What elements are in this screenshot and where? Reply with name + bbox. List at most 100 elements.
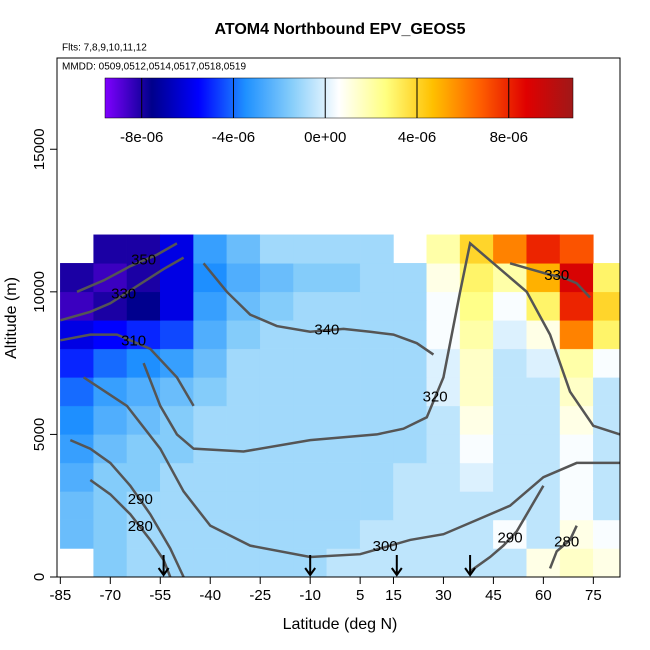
heatmap-cell xyxy=(293,348,328,378)
heatmap-cell xyxy=(459,377,494,407)
heatmap-cell xyxy=(593,462,621,492)
contour-line xyxy=(89,479,172,578)
heatmap-cell xyxy=(60,462,94,492)
contour-label: 300 xyxy=(373,538,398,555)
heatmap-cell xyxy=(493,462,527,492)
contour-line xyxy=(509,262,591,299)
colorbar xyxy=(104,77,574,119)
heatmap-cell xyxy=(559,234,594,264)
heatmap-cell xyxy=(326,491,361,521)
contour-line xyxy=(82,376,620,559)
x-tick-label: -55 xyxy=(149,587,171,604)
subtitle: Flts: 7,8,9,10,11,12 xyxy=(62,43,147,54)
x-tick-label: -40 xyxy=(199,587,221,604)
heatmap-cell xyxy=(493,548,527,578)
heatmap-cell xyxy=(160,377,194,407)
heatmap-cell xyxy=(326,263,361,293)
heatmap-cell xyxy=(526,291,561,321)
heatmap-cell xyxy=(193,377,228,407)
heatmap-cell xyxy=(593,377,621,407)
heatmap-cell xyxy=(393,491,428,521)
heatmap-cell xyxy=(93,348,128,378)
heatmap-cell xyxy=(160,519,194,549)
x-tick-label: 30 xyxy=(435,587,452,604)
heatmap-cell xyxy=(593,491,621,521)
contour-label: 310 xyxy=(121,333,146,350)
heatmap-cell xyxy=(593,320,621,350)
heatmap-cell xyxy=(193,263,228,293)
heatmap-cell xyxy=(259,377,294,407)
heatmap-cell xyxy=(426,434,461,464)
contour-line xyxy=(548,525,578,569)
heatmap-cell xyxy=(293,234,328,264)
heatmap-cell xyxy=(126,548,161,578)
colorbar-tick-label: 4e-06 xyxy=(398,129,436,146)
heatmap-cell xyxy=(60,405,94,435)
heatmap-cell xyxy=(493,320,527,350)
heatmap-cell xyxy=(193,234,228,264)
heatmap-cell xyxy=(259,291,294,321)
heatmap-cell xyxy=(559,348,594,378)
heatmap-cell xyxy=(393,320,428,350)
contour-label: 320 xyxy=(423,388,448,405)
heatmap-cell xyxy=(93,234,128,264)
contour-line xyxy=(202,262,435,356)
heatmap-cell xyxy=(393,348,428,378)
heatmap-cell xyxy=(559,320,594,350)
heatmap-cell xyxy=(426,462,461,492)
x-tick-label: 45 xyxy=(485,587,502,604)
contour-label: 330 xyxy=(111,286,136,303)
heatmap-cell xyxy=(226,519,261,549)
heatmap-cell xyxy=(193,548,228,578)
heatmap-cell xyxy=(259,519,294,549)
heatmap-cell xyxy=(293,519,328,549)
heatmap-cell xyxy=(359,434,394,464)
heatmap-cell xyxy=(526,548,561,578)
x-tick-label: 75 xyxy=(585,587,602,604)
colorbar-tick-label: -8e-06 xyxy=(120,129,163,146)
heatmap-cell xyxy=(459,291,494,321)
heatmap-cell xyxy=(193,348,228,378)
contour-label: 330 xyxy=(544,267,569,284)
heatmap-cell xyxy=(293,320,328,350)
heatmap-cell xyxy=(526,348,561,378)
heatmap-cell xyxy=(293,491,328,521)
heatmap-cell xyxy=(559,548,594,578)
colorbar-tick-label: 8e-06 xyxy=(490,129,528,146)
heatmap-cell xyxy=(93,491,128,521)
heatmap-cell xyxy=(226,234,261,264)
heatmap-cell xyxy=(326,519,361,549)
heatmap-cell xyxy=(259,234,294,264)
heatmap-cell xyxy=(326,405,361,435)
heatmap-cell xyxy=(326,548,361,578)
heatmap-cell xyxy=(326,462,361,492)
contour-label: 340 xyxy=(314,321,339,338)
heatmap-cell xyxy=(193,462,228,492)
contour-line xyxy=(469,485,545,573)
heatmap-cell xyxy=(160,491,194,521)
heatmap-cell xyxy=(359,405,394,435)
heatmap-cell xyxy=(359,348,394,378)
heatmap-cell xyxy=(426,491,461,521)
heatmap-cell xyxy=(126,519,161,549)
heatmap-cell xyxy=(160,291,194,321)
contour-label: 290 xyxy=(128,491,153,508)
heatmap-cell xyxy=(593,519,621,549)
heatmap-cell xyxy=(160,320,194,350)
x-tick-label: 60 xyxy=(535,587,552,604)
heatmap-cell xyxy=(126,320,161,350)
colorbar-tick-label: -4e-06 xyxy=(212,129,255,146)
y-tick-label: 10000 xyxy=(31,271,48,313)
heatmap-cell xyxy=(226,377,261,407)
heatmap-cell xyxy=(393,291,428,321)
subtitle: MMDD: 0509,0512,0514,0517,0518,0519 xyxy=(62,62,246,73)
heatmap-cell xyxy=(359,234,394,264)
heatmap-cell xyxy=(593,548,621,578)
heatmap-cell xyxy=(60,348,94,378)
y-axis-label: Altitude (m) xyxy=(3,277,20,359)
y-tick-label: 15000 xyxy=(31,128,48,170)
heatmap-cell xyxy=(293,405,328,435)
contour-line xyxy=(76,242,178,293)
heatmap-cell xyxy=(259,348,294,378)
